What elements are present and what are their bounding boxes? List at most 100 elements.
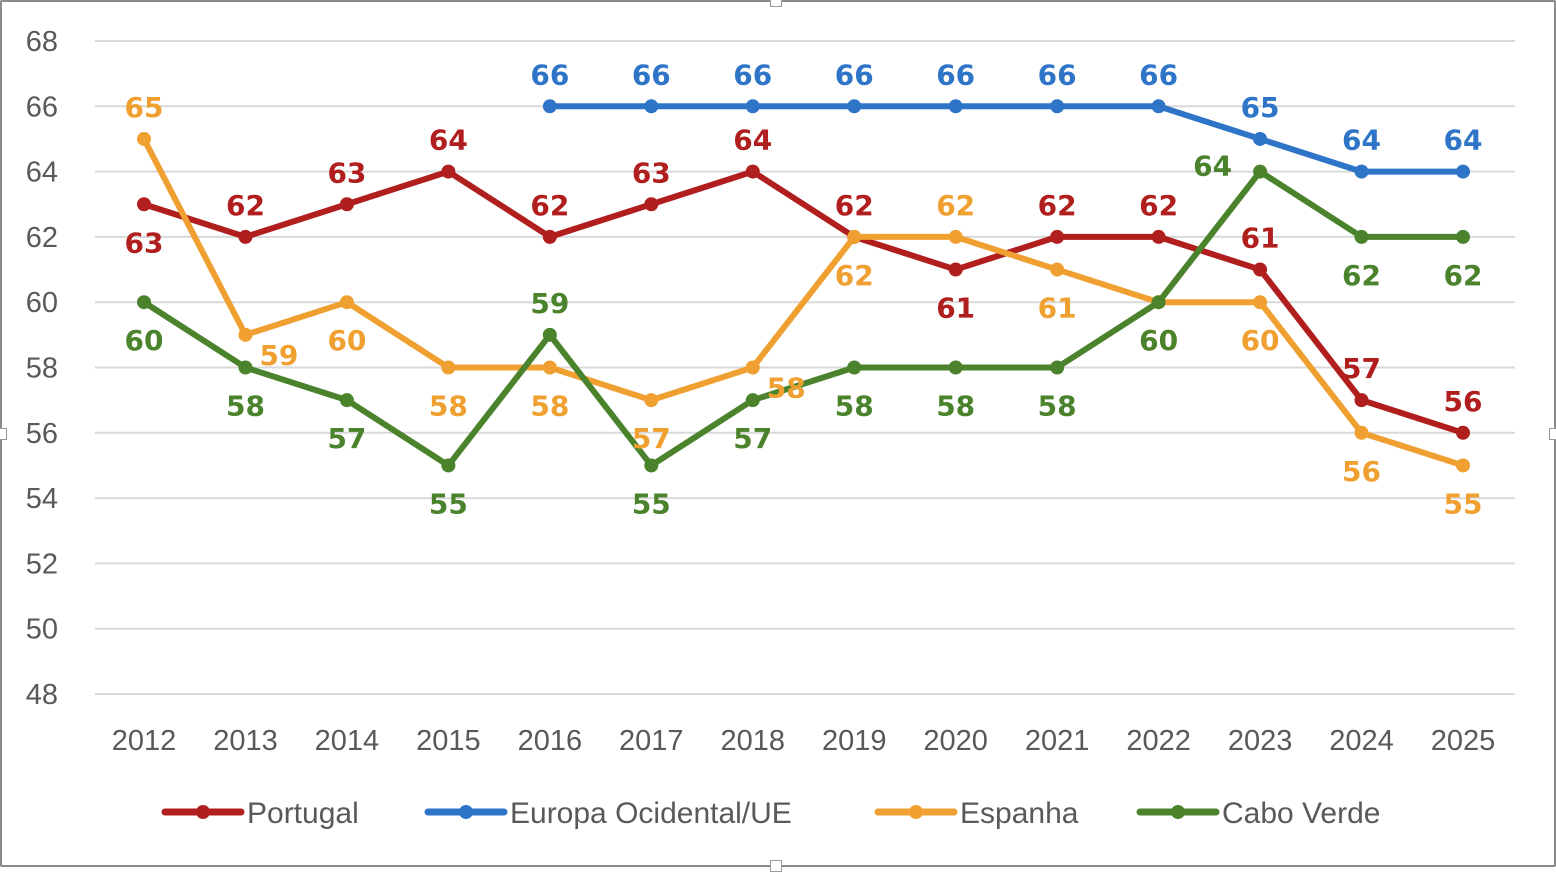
x-tick-label: 2012 <box>112 725 177 757</box>
data-label: 65 <box>125 91 164 124</box>
y-tick-label: 52 <box>26 548 58 580</box>
x-tick-label: 2020 <box>923 725 988 757</box>
data-point <box>542 360 557 375</box>
data-point <box>1050 229 1065 244</box>
data-label: 64 <box>1193 150 1232 183</box>
data-label: 65 <box>1241 91 1280 124</box>
data-point <box>745 393 760 408</box>
resize-handle-right[interactable] <box>1549 428 1556 440</box>
legend-label: Europa Ocidental/UE <box>510 797 792 830</box>
x-tick-label: 2024 <box>1329 725 1394 757</box>
data-point <box>1050 262 1065 277</box>
data-label: 58 <box>1038 390 1077 423</box>
data-label: 57 <box>632 422 671 455</box>
data-label: 58 <box>530 390 569 423</box>
x-tick-label: 2018 <box>721 725 786 757</box>
data-point <box>1151 99 1166 114</box>
legend-label: Espanha <box>960 797 1079 830</box>
data-label: 62 <box>1444 259 1483 292</box>
series-line-cabo-verde <box>141 168 1466 469</box>
data-point <box>1456 425 1470 440</box>
series-lines <box>137 99 1470 473</box>
y-tick-label: 68 <box>26 26 58 58</box>
y-tick-label: 66 <box>26 91 58 123</box>
data-point <box>644 99 659 114</box>
data-label: 62 <box>1342 259 1381 292</box>
data-label: 55 <box>429 487 468 520</box>
data-point <box>1151 295 1166 310</box>
data-point <box>948 360 963 375</box>
data-point <box>339 197 354 212</box>
resize-handle-top[interactable] <box>770 0 782 7</box>
x-tick-label: 2023 <box>1228 725 1293 757</box>
x-tick-label: 2022 <box>1126 725 1191 757</box>
y-tick-label: 62 <box>26 222 58 254</box>
data-point <box>745 99 760 114</box>
data-label: 58 <box>835 390 874 423</box>
data-label: 64 <box>1342 124 1381 157</box>
legend-marker <box>909 805 923 819</box>
y-axis-ticks: 48 50 52 54 56 58 60 62 64 66 68 <box>26 26 58 711</box>
data-label: 58 <box>936 390 975 423</box>
data-point <box>1050 360 1065 375</box>
data-label: 66 <box>835 58 874 91</box>
data-label: 55 <box>1444 487 1483 520</box>
y-tick-label: 58 <box>26 353 58 385</box>
data-label: 66 <box>936 58 975 91</box>
data-label: 60 <box>1139 324 1178 357</box>
data-labels: 63 62 63 64 62 63 64 62 61 62 62 61 57 56 66 66 66 66 66 66… <box>125 58 1483 520</box>
data-label: 61 <box>936 292 975 325</box>
data-label: 63 <box>327 156 366 189</box>
data-point <box>238 229 253 244</box>
data-point <box>238 327 253 342</box>
data-label: 57 <box>1342 352 1381 385</box>
x-axis-ticks: 2012 2013 2014 2015 2016 2017 2018 2019 2020 2021… <box>112 725 1496 757</box>
data-point <box>339 393 354 408</box>
data-label: 62 <box>835 189 874 222</box>
data-label: 66 <box>1139 58 1178 91</box>
data-label: 60 <box>1139 324 1178 357</box>
data-point <box>644 393 659 408</box>
data-label: 61 <box>1038 292 1077 325</box>
data-point <box>542 229 557 244</box>
data-label: 58 <box>429 390 468 423</box>
legend: Portugal Europa Ocidental/UE Espanha Cabo V… <box>161 797 1380 830</box>
data-label: 66 <box>632 58 671 91</box>
data-label: 56 <box>1342 455 1381 488</box>
data-point <box>1354 425 1369 440</box>
data-label: 60 <box>1241 324 1280 357</box>
data-label: 66 <box>1038 58 1077 91</box>
data-point <box>441 164 456 179</box>
x-tick-label: 2013 <box>213 725 278 757</box>
resize-handle-left[interactable] <box>0 428 7 440</box>
data-label: 60 <box>327 324 366 357</box>
x-tick-label: 2021 <box>1025 725 1090 757</box>
series-line-portugal <box>141 168 1466 436</box>
x-tick-label: 2017 <box>619 725 684 757</box>
data-point <box>441 458 456 473</box>
x-tick-label: 2014 <box>315 725 380 757</box>
data-label: 62 <box>936 189 975 222</box>
x-tick-label: 2019 <box>822 725 887 757</box>
data-label: 58 <box>226 390 265 423</box>
y-tick-label: 60 <box>26 287 58 319</box>
legend-label: Portugal <box>247 797 359 830</box>
y-tick-label: 64 <box>26 157 58 189</box>
data-label: 63 <box>125 226 164 259</box>
data-point <box>1151 229 1166 244</box>
data-label: 62 <box>1038 189 1077 222</box>
data-point <box>542 327 557 342</box>
data-label: 64 <box>429 124 468 157</box>
data-point <box>339 295 354 310</box>
data-point <box>847 229 862 244</box>
gridlines <box>95 40 1515 695</box>
data-label: 61 <box>1241 222 1280 255</box>
y-tick-label: 56 <box>26 418 58 450</box>
data-label: 59 <box>259 339 298 372</box>
data-point <box>1253 164 1268 179</box>
data-label: 62 <box>1139 189 1178 222</box>
data-label: 55 <box>632 487 671 520</box>
data-label: 62 <box>530 189 569 222</box>
data-point <box>1253 262 1268 277</box>
